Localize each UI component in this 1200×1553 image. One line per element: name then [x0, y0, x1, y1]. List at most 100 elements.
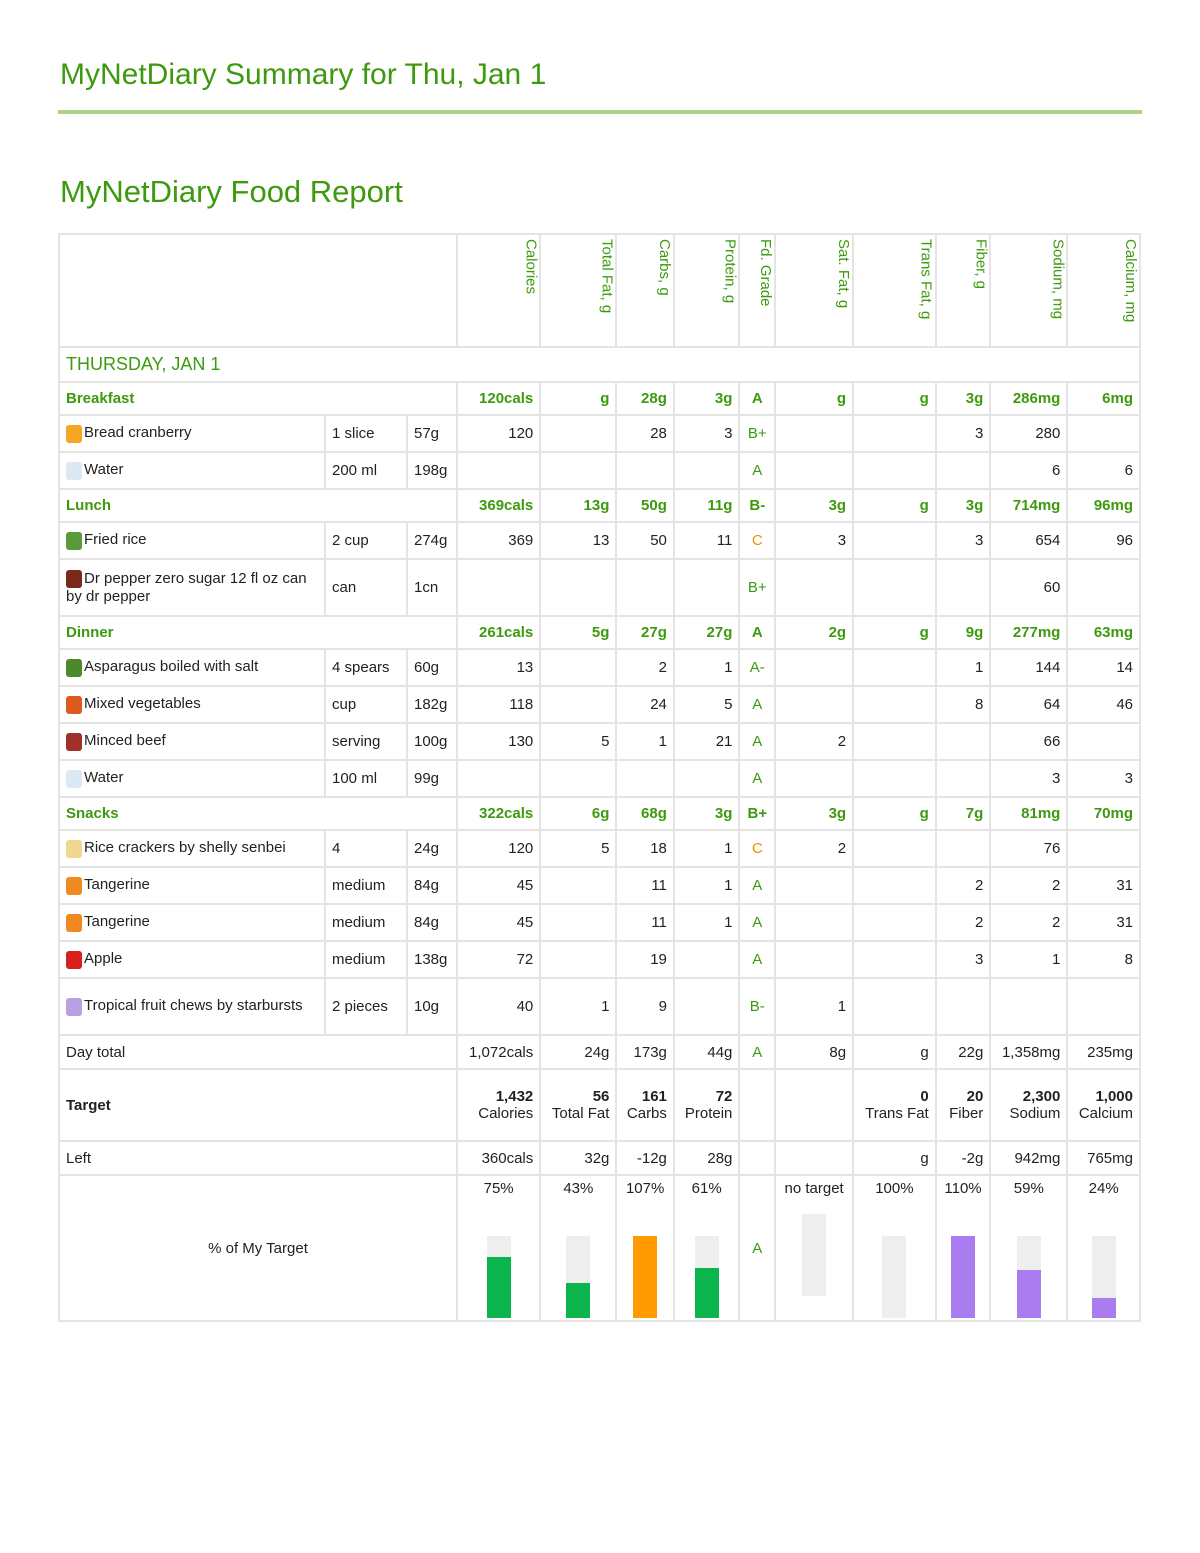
food-row: Tropical fruit chews by starbursts 2 piec…: [58, 977, 1141, 1036]
food-value: [852, 521, 937, 560]
left-value: g: [852, 1140, 937, 1176]
food-row: Fried rice 2 cup 274g 369 13 50 11 C 3 3 654 96: [58, 521, 1141, 560]
food-value: 2: [989, 903, 1069, 942]
food-value: 11: [672, 521, 741, 560]
food-value: 50: [615, 521, 675, 560]
food-value: [672, 940, 741, 979]
percent-bar-fill: [566, 1282, 591, 1318]
target-value: [738, 1068, 777, 1142]
food-value: [852, 451, 937, 490]
meal-total: 28g: [615, 381, 675, 416]
food-value: 2: [934, 866, 992, 905]
meal-total: g: [852, 488, 937, 523]
percent-label: 110%: [944, 1180, 982, 1197]
food-grade: A: [738, 1034, 777, 1070]
food-value: [1066, 558, 1141, 617]
food-name: Tangerine: [84, 913, 150, 931]
target-number: 56: [592, 1088, 610, 1105]
food-name-cell: Water: [58, 759, 326, 798]
column-header: Calcium, mg: [1066, 233, 1141, 348]
food-row: Asparagus boiled with salt 4 spears 60g 13 2…: [58, 648, 1141, 687]
food-value: 1: [672, 648, 741, 687]
food-value: [934, 829, 992, 868]
food-name-cell: Dr pepper zero sugar 12 fl oz can by dr …: [58, 558, 326, 617]
food-value: [934, 451, 992, 490]
meal-total: 63mg: [1066, 615, 1141, 650]
meal-name: Breakfast: [58, 381, 458, 416]
food-value: 3: [672, 414, 741, 453]
food-value: [852, 759, 937, 798]
day-total-value: 235mg: [1066, 1034, 1141, 1070]
target-nutrient: Total Fat: [551, 1105, 610, 1122]
food-value: 11: [615, 866, 675, 905]
food-name: Water: [84, 769, 124, 787]
food-value: 2: [989, 866, 1069, 905]
left-value: -12g: [615, 1140, 675, 1176]
food-value: [852, 685, 937, 724]
food-row: Rice crackers by shelly senbei 4 24g 120 5 18…: [58, 829, 1141, 868]
column-header: Total Fat, g: [539, 233, 618, 348]
food-amount: medium: [324, 866, 408, 905]
apple-icon: [66, 950, 82, 969]
food-value: 45: [455, 866, 542, 905]
target-number: 0: [920, 1088, 929, 1105]
percent-label: 61%: [691, 1180, 722, 1197]
food-name-cell: Asparagus boiled with salt: [58, 648, 326, 687]
column-header-label: Trans Fat, g: [917, 239, 935, 320]
percent-label: 100%: [875, 1180, 914, 1197]
left-value: 360cals: [455, 1140, 542, 1176]
food-value: 369: [455, 521, 542, 560]
meal-name: Dinner: [58, 615, 458, 650]
vegetables-icon: [66, 695, 82, 714]
food-value: [774, 558, 855, 617]
percent-label: 107%: [625, 1180, 665, 1197]
meal-total: 3g: [934, 381, 992, 416]
day-total-value: 1,358mg: [989, 1034, 1069, 1070]
left-value: 32g: [539, 1140, 618, 1176]
header-row: Calories Total Fat, g Carbs, g Protein, g Fd…: [58, 233, 1141, 348]
meal-total: 3g: [934, 488, 992, 523]
food-name: Dr pepper zero sugar 12 fl oz can by dr …: [66, 569, 307, 606]
food-row: Tangerine medium 84g 45 11 1 A 2 2 31: [58, 866, 1141, 905]
percent-cell: 107%: [615, 1174, 675, 1322]
food-value: 60: [989, 558, 1069, 617]
target-value: 1,000 Calcium: [1066, 1068, 1141, 1142]
food-amount: 4 spears: [324, 648, 408, 687]
meal-total: 3g: [672, 381, 741, 416]
day-total-label: Day total: [58, 1034, 458, 1070]
food-amount: 100 ml: [324, 759, 408, 798]
target-number: 1,000: [1095, 1088, 1133, 1105]
day-total-value: 173g: [615, 1034, 675, 1070]
target-nutrient: Calories: [478, 1105, 534, 1122]
food-value: [852, 977, 937, 1036]
food-value: [539, 866, 618, 905]
day-total-value: 24g: [539, 1034, 618, 1070]
food-name: Bread cranberry: [84, 424, 192, 442]
food-value: [852, 903, 937, 942]
target-nutrient: Calcium: [1078, 1105, 1133, 1122]
percent-bar: [486, 1236, 511, 1318]
food-row: Bread cranberry 1 slice 57g 120 28 3 B+ 3 280: [58, 414, 1141, 453]
target-nutrient: Trans Fat: [865, 1105, 929, 1122]
meal-total: 3g: [774, 488, 855, 523]
food-value: 18: [615, 829, 675, 868]
percent-target-label: % of My Target: [58, 1174, 458, 1322]
report-title: MyNetDiary Food Report: [60, 174, 403, 209]
food-grade: C: [738, 521, 777, 560]
percent-bar-fill: [694, 1267, 719, 1318]
food-value: [1066, 977, 1141, 1036]
food-value: 21: [672, 722, 741, 761]
food-value: [615, 759, 675, 798]
food-row: Apple medium 138g 72 19 A 3 1 8: [58, 940, 1141, 979]
target-value: 2,300 Sodium: [989, 1068, 1069, 1142]
percent-label: 75%: [483, 1180, 514, 1197]
food-name: Mixed vegetables: [84, 695, 201, 713]
food-value: 24: [615, 685, 675, 724]
column-header-label: Fiber, g: [972, 239, 990, 290]
meal-total: 6g: [539, 796, 618, 831]
percent-cell: 59%: [989, 1174, 1069, 1322]
food-value: 5: [539, 722, 618, 761]
food-value: [934, 558, 992, 617]
food-value: 8: [934, 685, 992, 724]
food-grade: C: [738, 829, 777, 868]
